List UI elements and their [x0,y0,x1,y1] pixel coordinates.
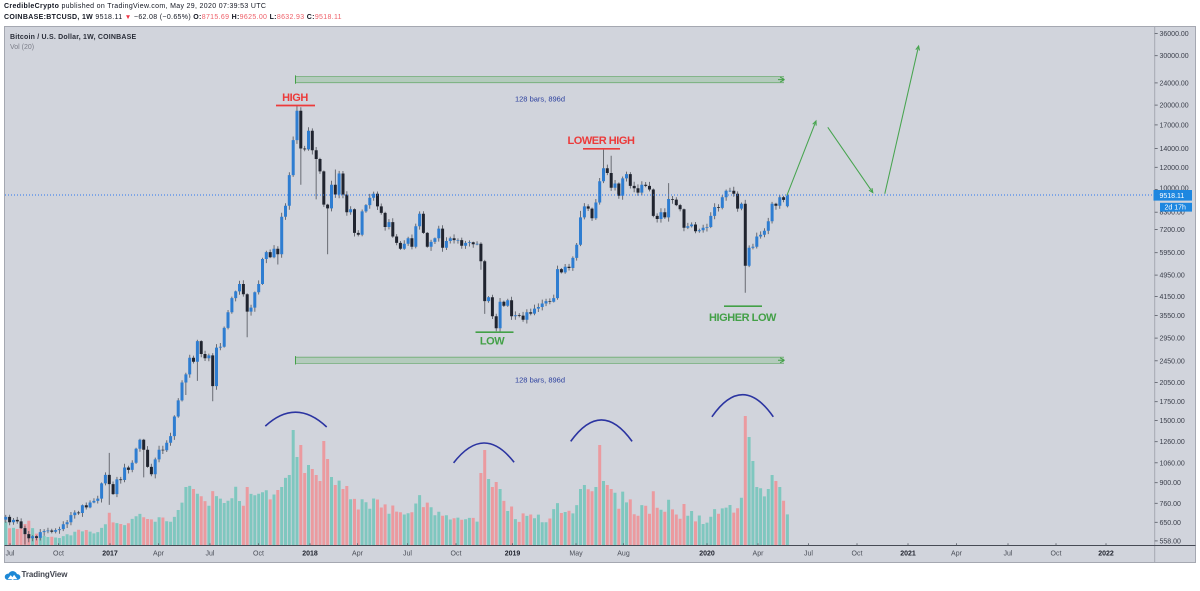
svg-text:1060.00: 1060.00 [1160,460,1185,467]
svg-text:LOW: LOW [480,336,505,348]
svg-text:Jul: Jul [804,551,813,558]
svg-text:2021: 2021 [900,551,916,558]
svg-text:7200.00: 7200.00 [1160,227,1185,234]
svg-text:2d 17h: 2d 17h [1165,205,1187,212]
svg-text:Oct: Oct [852,551,863,558]
svg-text:Oct: Oct [451,551,462,558]
svg-text:Oct: Oct [53,551,64,558]
svg-text:128 bars, 896d: 128 bars, 896d [515,376,565,385]
svg-text:558.00: 558.00 [1160,538,1182,545]
svg-text:Jul: Jul [1004,551,1013,558]
svg-text:2019: 2019 [505,551,521,558]
svg-text:9518.11: 9518.11 [1160,193,1185,200]
svg-text:May: May [569,551,583,558]
svg-text:Aug: Aug [617,551,630,558]
svg-text:5950.00: 5950.00 [1160,250,1185,257]
svg-text:HIGH: HIGH [282,92,308,104]
svg-text:24000.00: 24000.00 [1160,80,1189,87]
svg-text:20000.00: 20000.00 [1160,103,1189,110]
svg-text:30000.00: 30000.00 [1160,53,1189,60]
svg-text:Jul: Jul [206,551,215,558]
svg-text:1750.00: 1750.00 [1160,399,1185,406]
svg-text:2022: 2022 [1098,551,1114,558]
svg-text:900.00: 900.00 [1160,480,1182,487]
svg-text:2017: 2017 [102,551,118,558]
svg-text:Apr: Apr [153,551,165,558]
svg-text:Apr: Apr [951,551,963,558]
svg-text:10000.00: 10000.00 [1160,186,1189,193]
svg-text:4950.00: 4950.00 [1160,273,1185,280]
svg-text:Oct: Oct [1051,551,1062,558]
svg-text:Apr: Apr [753,551,765,558]
svg-text:2050.00: 2050.00 [1160,380,1185,387]
svg-text:760.00: 760.00 [1160,501,1182,508]
svg-text:12000.00: 12000.00 [1160,165,1189,172]
svg-text:LOWER HIGH: LOWER HIGH [568,135,636,147]
svg-text:8300.00: 8300.00 [1160,210,1185,217]
svg-text:1260.00: 1260.00 [1160,439,1185,446]
svg-text:2950.00: 2950.00 [1160,336,1185,343]
svg-text:4150.00: 4150.00 [1160,294,1185,301]
svg-text:17000.00: 17000.00 [1160,122,1189,129]
svg-text:650.00: 650.00 [1160,520,1182,527]
svg-text:HIGHER LOW: HIGHER LOW [709,312,777,324]
svg-text:14000.00: 14000.00 [1160,146,1189,153]
svg-text:128 bars, 896d: 128 bars, 896d [515,95,565,104]
svg-text:2020: 2020 [699,551,715,558]
svg-text:Jul: Jul [403,551,412,558]
svg-text:Apr: Apr [352,551,364,558]
svg-text:Jul: Jul [6,551,15,558]
svg-text:36000.00: 36000.00 [1160,31,1189,38]
svg-text:2018: 2018 [302,551,318,558]
svg-text:1500.00: 1500.00 [1160,418,1185,425]
svg-text:3550.00: 3550.00 [1160,313,1185,320]
svg-text:Oct: Oct [253,551,264,558]
svg-text:2450.00: 2450.00 [1160,358,1185,365]
